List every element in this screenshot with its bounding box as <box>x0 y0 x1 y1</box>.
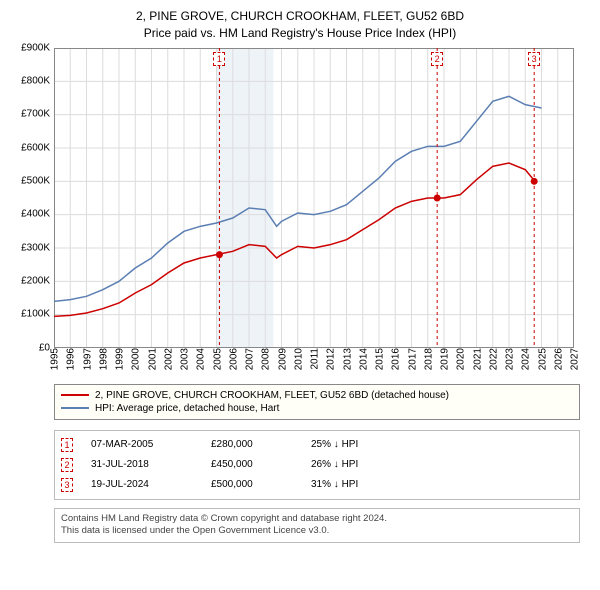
y-tick-label: £200K <box>21 275 54 286</box>
x-tick-label: 2001 <box>145 348 158 370</box>
x-tick-label: 2013 <box>340 348 353 370</box>
x-tick-label: 2002 <box>161 348 174 370</box>
chart-title: 2, PINE GROVE, CHURCH CROOKHAM, FLEET, G… <box>12 8 588 42</box>
sale-date: 19-JUL-2024 <box>91 479 211 490</box>
sale-price: £500,000 <box>211 479 311 490</box>
y-tick-label: £300K <box>21 242 54 253</box>
sale-idx: 3 <box>61 478 73 492</box>
sale-date: 31-JUL-2018 <box>91 459 211 470</box>
sale-diff: 26% ↓ HPI <box>311 459 573 470</box>
legend-swatch-property <box>61 394 89 396</box>
sale-idx: 1 <box>61 438 73 452</box>
footer-text: Contains HM Land Registry data © Crown c… <box>61 513 387 537</box>
x-tick-label: 2019 <box>438 348 451 370</box>
x-tick-label: 2008 <box>259 348 272 370</box>
x-tick-label: 2009 <box>275 348 288 370</box>
sales-row: 3 19-JUL-2024£500,00031% ↓ HPI <box>61 475 573 495</box>
y-tick-label: £700K <box>21 109 54 120</box>
y-tick-label: £500K <box>21 175 54 186</box>
x-tick-label: 2014 <box>356 348 369 370</box>
sale-price: £450,000 <box>211 459 311 470</box>
sale-marker-2: 2 <box>431 52 443 66</box>
chart-container: 2, PINE GROVE, CHURCH CROOKHAM, FLEET, G… <box>0 0 600 590</box>
sale-marker-3: 3 <box>528 52 540 66</box>
x-tick-label: 2016 <box>389 348 402 370</box>
x-tick-label: 2000 <box>129 348 142 370</box>
x-tick-label: 1995 <box>48 348 61 370</box>
x-tick-label: 2006 <box>226 348 239 370</box>
plot-svg <box>54 48 574 348</box>
x-tick-label: 2025 <box>535 348 548 370</box>
x-tick-label: 1999 <box>113 348 126 370</box>
y-tick-label: £600K <box>21 142 54 153</box>
x-tick-label: 2021 <box>470 348 483 370</box>
x-tick-label: 2024 <box>519 348 532 370</box>
footer-attribution: Contains HM Land Registry data © Crown c… <box>54 508 580 544</box>
sales-row: 2 31-JUL-2018£450,00026% ↓ HPI <box>61 455 573 475</box>
sales-row: 1 07-MAR-2005£280,00025% ↓ HPI <box>61 435 573 455</box>
sale-diff: 31% ↓ HPI <box>311 479 573 490</box>
legend: 2, PINE GROVE, CHURCH CROOKHAM, FLEET, G… <box>54 384 580 420</box>
x-tick-label: 2026 <box>551 348 564 370</box>
sale-price: £280,000 <box>211 439 311 450</box>
x-tick-label: 2018 <box>421 348 434 370</box>
legend-row: HPI: Average price, detached house, Hart <box>61 402 573 415</box>
x-tick-label: 2007 <box>243 348 256 370</box>
sale-idx: 2 <box>61 458 73 472</box>
y-tick-label: £100K <box>21 309 54 320</box>
x-tick-label: 2017 <box>405 348 418 370</box>
legend-label-property: 2, PINE GROVE, CHURCH CROOKHAM, FLEET, G… <box>95 390 449 401</box>
x-tick-label: 2015 <box>373 348 386 370</box>
title-line-1: 2, PINE GROVE, CHURCH CROOKHAM, FLEET, G… <box>12 8 588 25</box>
plot-area: £0£100K£200K£300K£400K£500K£600K£700K£80… <box>54 48 580 348</box>
x-tick-label: 2022 <box>486 348 499 370</box>
y-tick-label: £900K <box>21 42 54 53</box>
x-tick-label: 2020 <box>454 348 467 370</box>
legend-row: 2, PINE GROVE, CHURCH CROOKHAM, FLEET, G… <box>61 389 573 402</box>
legend-swatch-hpi <box>61 407 89 409</box>
x-tick-label: 1996 <box>64 348 77 370</box>
x-tick-label: 1997 <box>80 348 93 370</box>
sale-date: 07-MAR-2005 <box>91 439 211 450</box>
legend-label-hpi: HPI: Average price, detached house, Hart <box>95 403 279 414</box>
x-tick-label: 2027 <box>568 348 581 370</box>
sale-marker-1: 1 <box>213 52 225 66</box>
y-tick-label: £400K <box>21 209 54 220</box>
x-tick-label: 2012 <box>324 348 337 370</box>
x-tick-label: 2023 <box>503 348 516 370</box>
sale-diff: 25% ↓ HPI <box>311 439 573 450</box>
sales-table: 1 07-MAR-2005£280,00025% ↓ HPI 2 31-JUL-201… <box>54 430 580 500</box>
x-tick-label: 2005 <box>210 348 223 370</box>
x-tick-label: 2011 <box>308 348 321 370</box>
x-tick-label: 2004 <box>194 348 207 370</box>
x-tick-label: 1998 <box>96 348 109 370</box>
x-tick-label: 2003 <box>178 348 191 370</box>
title-line-2: Price paid vs. HM Land Registry's House … <box>12 25 588 42</box>
x-tick-label: 2010 <box>291 348 304 370</box>
below-plot: 2, PINE GROVE, CHURCH CROOKHAM, FLEET, G… <box>54 384 580 544</box>
y-tick-label: £800K <box>21 75 54 86</box>
